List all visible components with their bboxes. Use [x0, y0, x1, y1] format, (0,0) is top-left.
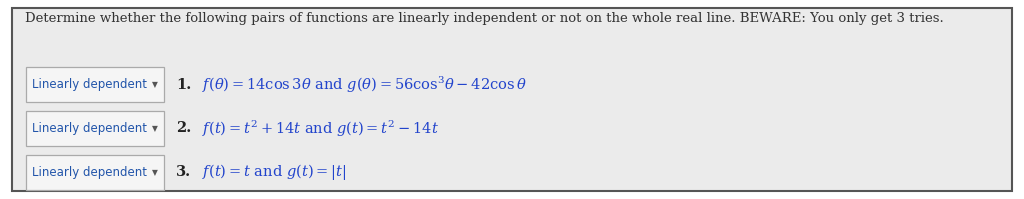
Text: $f(t) = t^2 + 14t$ and $g(t) = t^2 - 14t$: $f(t) = t^2 + 14t$ and $g(t) = t^2 - 14t… [202, 118, 438, 139]
FancyBboxPatch shape [26, 67, 164, 102]
Text: $f(\theta) = 14 \cos 3\theta$ and $g(\theta) = 56\mathrm{cos}^3\theta - 42\cos\t: $f(\theta) = 14 \cos 3\theta$ and $g(\th… [202, 74, 526, 95]
FancyBboxPatch shape [26, 111, 164, 146]
Text: Linearly dependent: Linearly dependent [32, 166, 146, 179]
Text: Determine whether the following pairs of functions are linearly independent or n: Determine whether the following pairs of… [25, 12, 943, 25]
Text: Linearly dependent: Linearly dependent [32, 78, 146, 91]
FancyBboxPatch shape [26, 155, 164, 189]
Text: $f(t) = t$ and $g(t) = |t|$: $f(t) = t$ and $g(t) = |t|$ [202, 162, 346, 182]
Text: ▼: ▼ [152, 80, 158, 89]
Text: 1.: 1. [176, 78, 191, 92]
FancyBboxPatch shape [12, 8, 1012, 191]
Text: 3.: 3. [176, 165, 191, 179]
Text: 2.: 2. [176, 121, 191, 135]
Text: ▼: ▼ [152, 124, 158, 133]
Text: ▼: ▼ [152, 168, 158, 177]
Text: Linearly dependent: Linearly dependent [32, 122, 146, 135]
